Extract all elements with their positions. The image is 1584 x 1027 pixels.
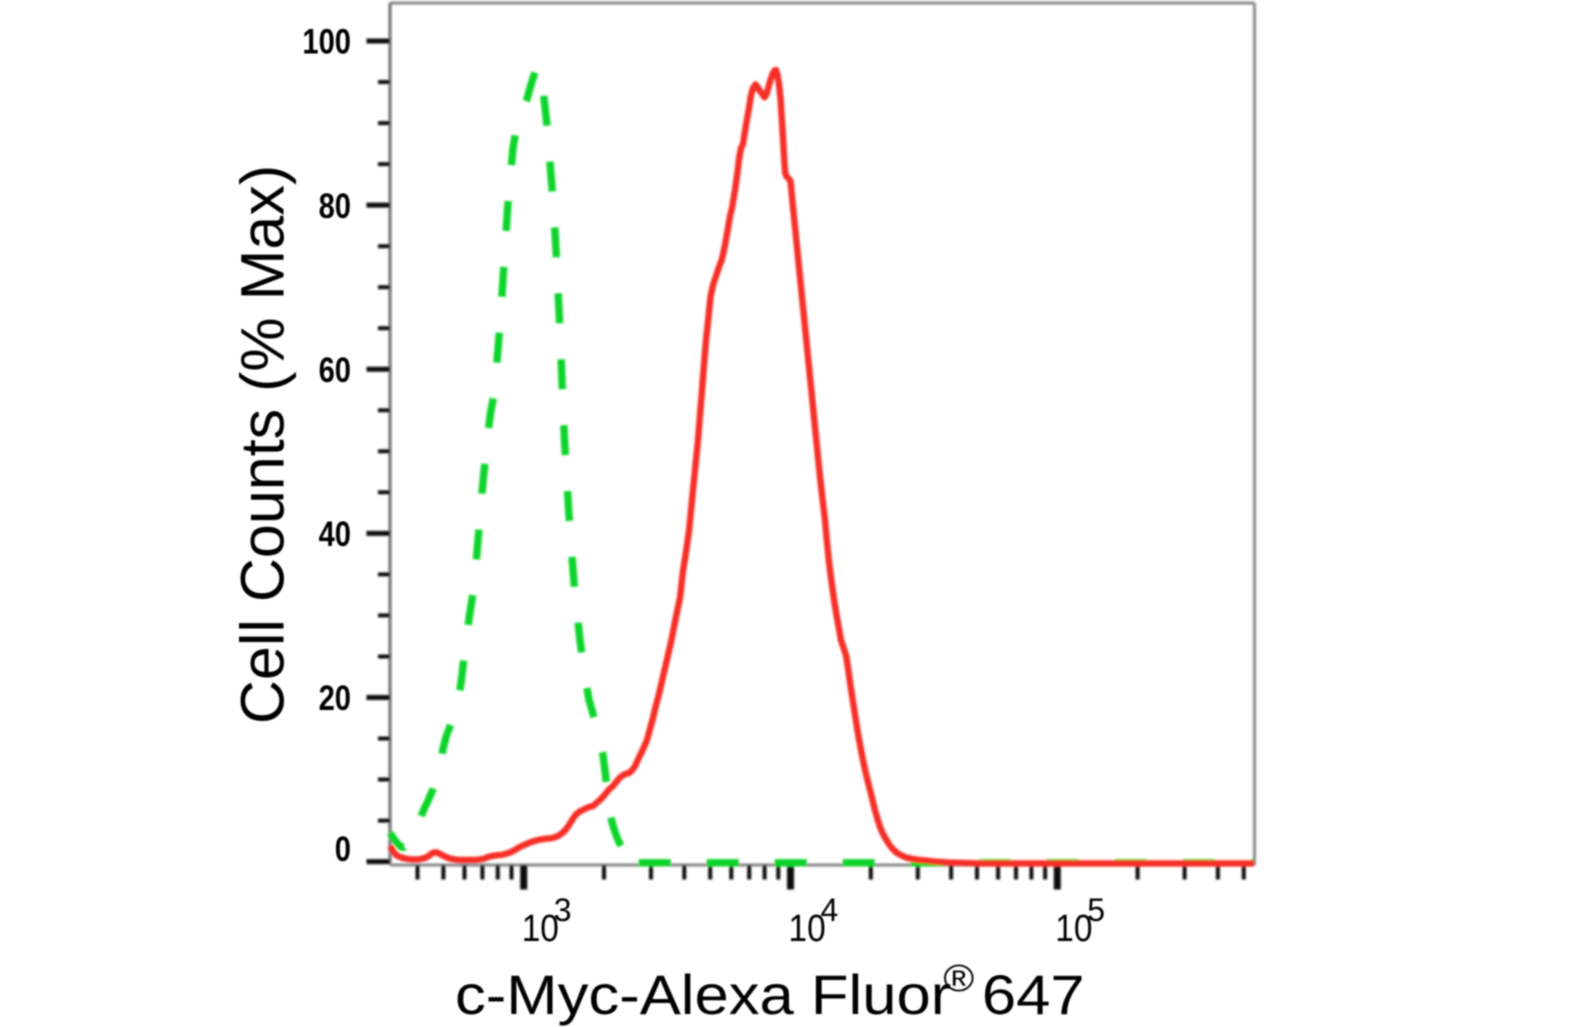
svg-text:5: 5 — [1087, 892, 1105, 928]
svg-text:4: 4 — [821, 892, 839, 928]
svg-text:20: 20 — [319, 678, 351, 717]
svg-text:10: 10 — [1055, 907, 1092, 949]
svg-text:10: 10 — [522, 907, 559, 949]
svg-text:c-Myc-Alexa Fluor: c-Myc-Alexa Fluor — [455, 965, 951, 1027]
svg-text:40: 40 — [319, 514, 351, 553]
svg-text:10: 10 — [789, 907, 826, 949]
svg-text:®: ® — [943, 958, 974, 1000]
svg-text:100: 100 — [302, 22, 351, 61]
svg-text:647: 647 — [982, 965, 1085, 1027]
svg-text:80: 80 — [319, 186, 351, 225]
svg-text:3: 3 — [554, 892, 572, 928]
svg-text:60: 60 — [319, 350, 351, 389]
svg-text:0: 0 — [335, 829, 351, 868]
svg-text:Cell Counts (% Max): Cell Counts (% Max) — [229, 165, 297, 724]
